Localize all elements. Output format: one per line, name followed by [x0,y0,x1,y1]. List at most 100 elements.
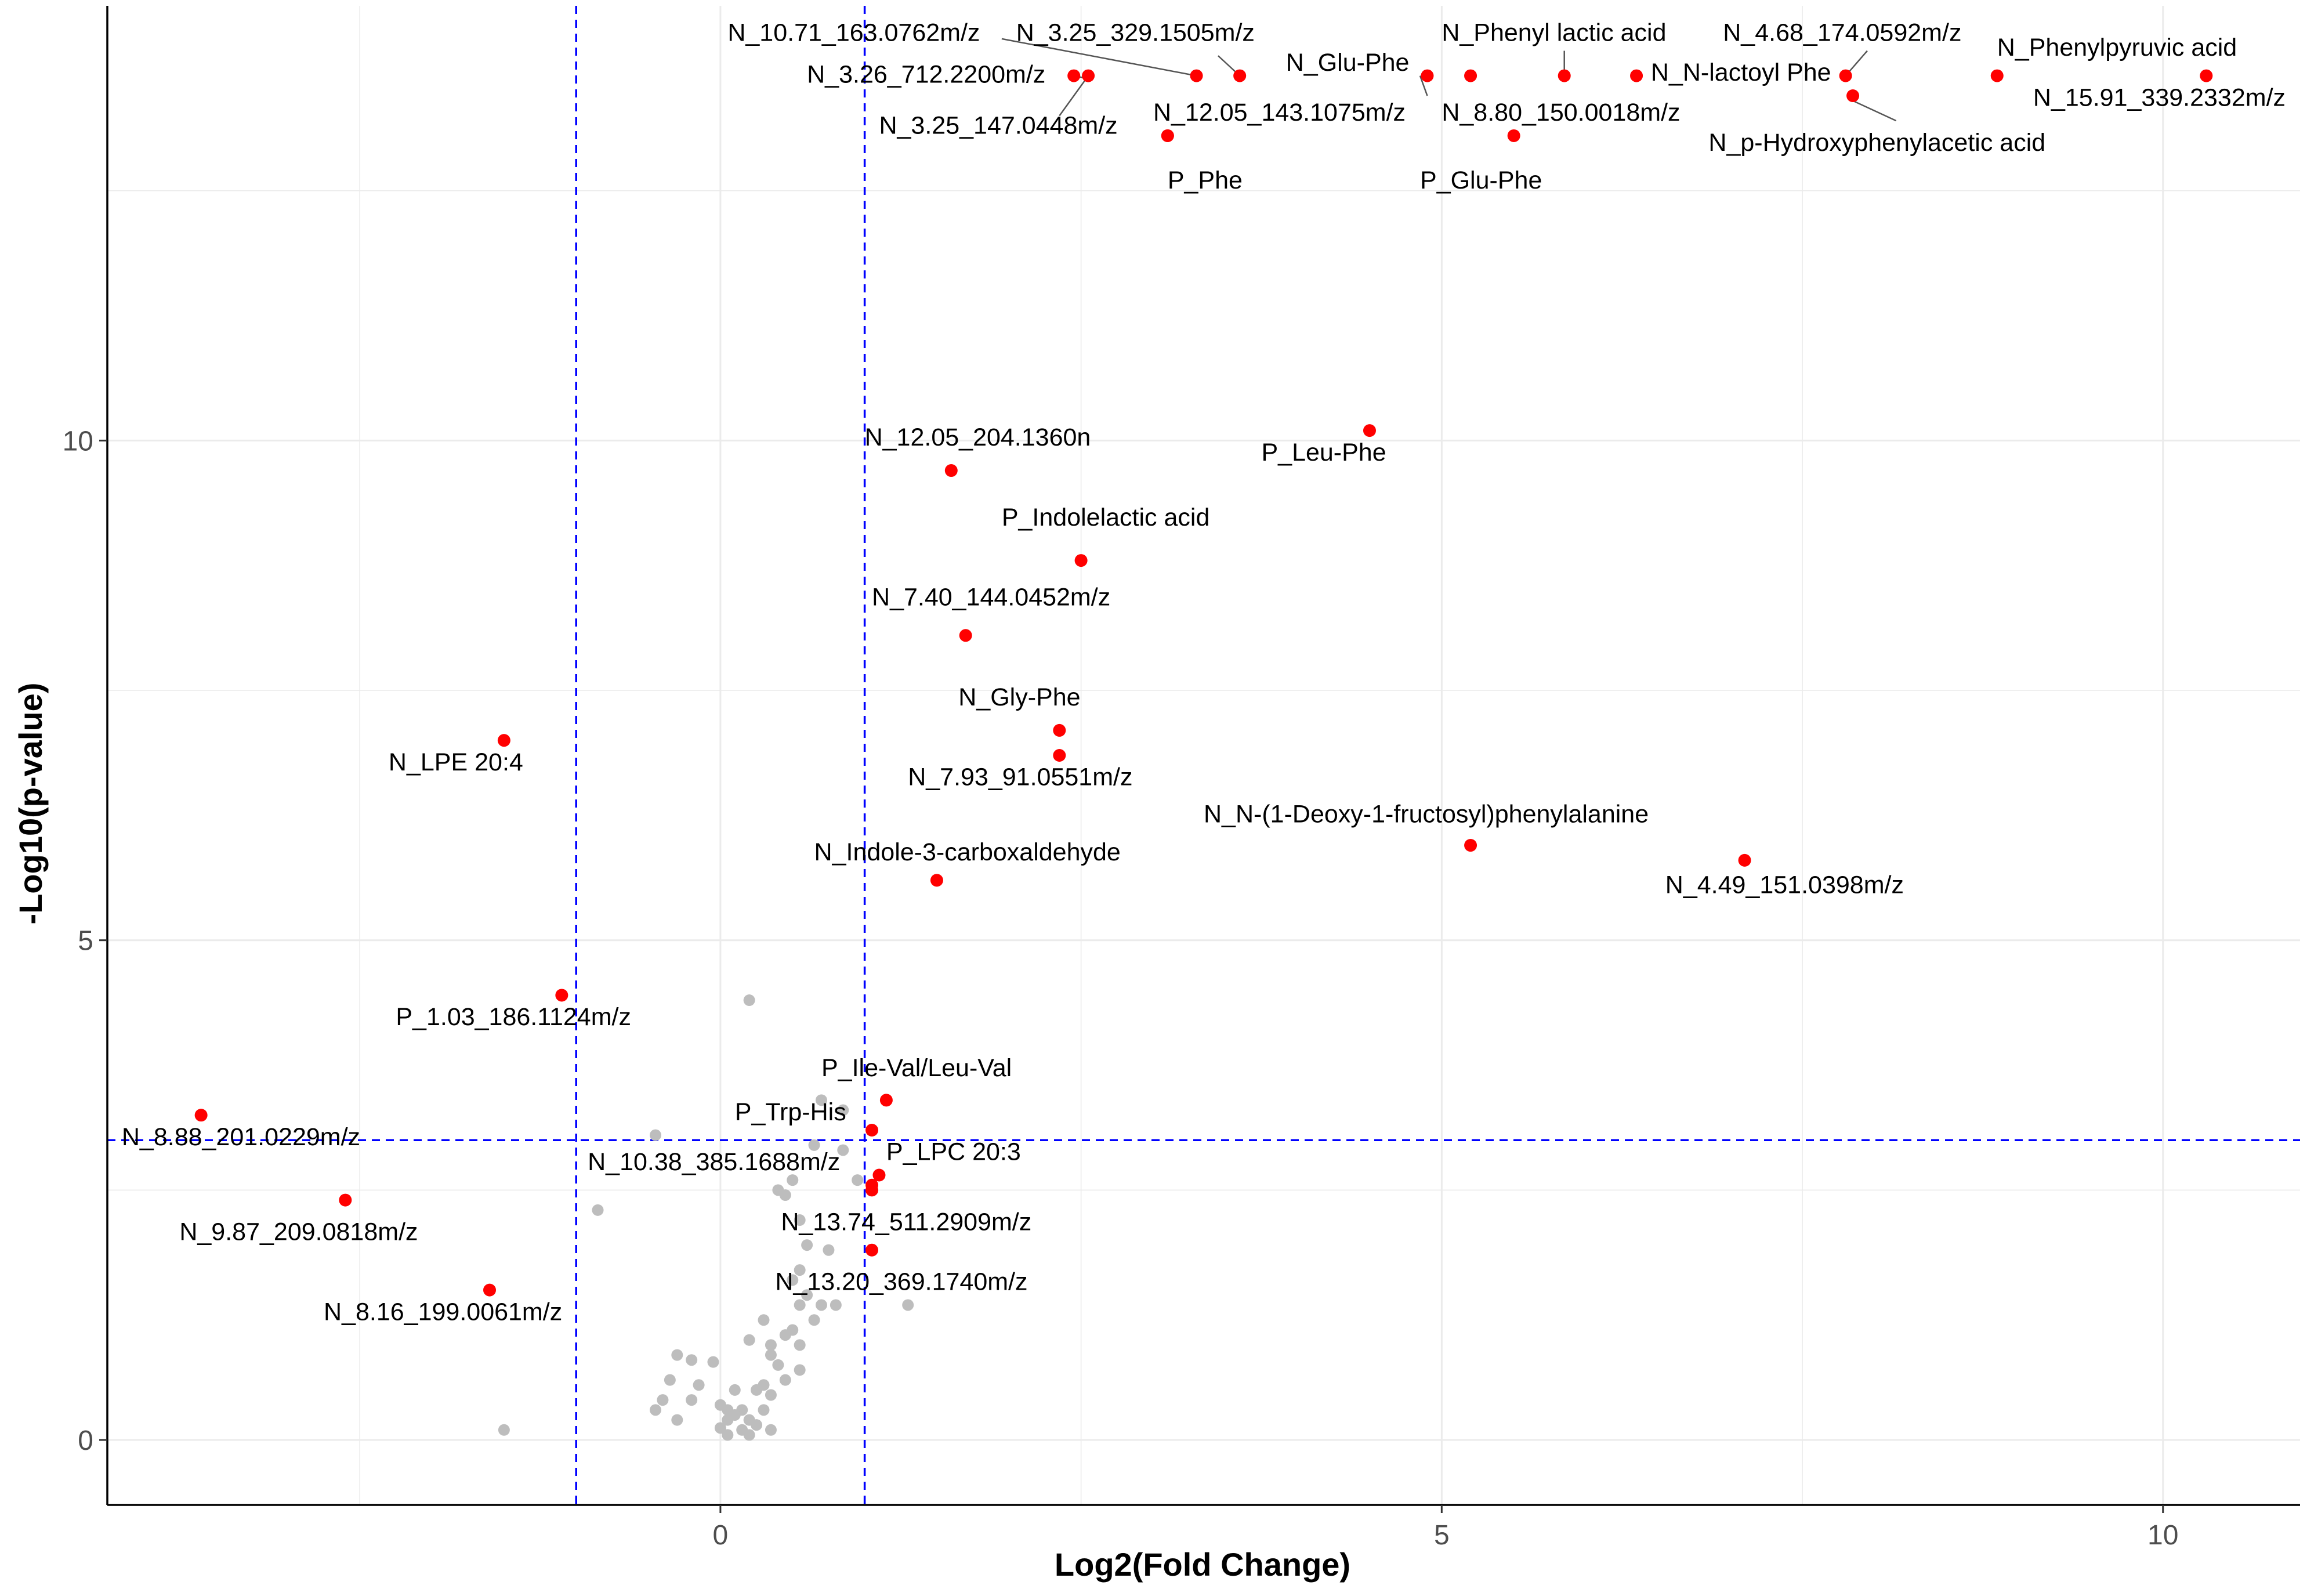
significant-point [1630,69,1643,82]
point-label: N_Phenyl lactic acid [1442,19,1666,46]
significant-point [1053,749,1066,762]
point-label: N_4.49_151.0398m/z [1665,871,1904,899]
significant-point [1363,424,1376,437]
significant-point [555,989,568,1002]
significant-point [865,1184,879,1197]
point-label: N_N-(1-Deoxy-1-fructosyl)phenylalanine [1204,800,1649,828]
significant-point [872,1168,886,1182]
significant-point [1464,69,1477,82]
nonsignificant-point [815,1299,827,1311]
significant-point [1738,853,1751,867]
nonsignificant-point [650,1404,661,1416]
point-label: P_Phe [1168,167,1243,194]
significant-point [1074,554,1088,567]
point-label: N_13.20_369.1740m/z [775,1268,1027,1296]
point-label: N_10.38_385.1688m/z [588,1148,840,1176]
significant-point [1161,129,1174,142]
point-label: N_Gly-Phe [958,683,1080,711]
nonsignificant-point [751,1384,763,1396]
nonsignificant-point [693,1379,705,1391]
nonsignificant-point [794,1364,806,1376]
significant-point [959,629,972,642]
point-label: P_1.03_186.1124m/z [396,1003,631,1031]
nonsignificant-point [794,1264,806,1276]
nonsignificant-point [772,1359,784,1371]
point-label: P_Indolelactic acid [1002,504,1210,531]
significant-point [879,1094,893,1107]
point-label: P_Leu-Phe [1261,439,1386,466]
y-tick-label: 10 [63,426,93,457]
point-label: N_12.05_204.1360n [865,424,1091,451]
point-label: N_7.40_144.0452m/z [872,584,1110,611]
point-label: N_4.68_174.0592m/z [1723,19,1961,46]
significant-point [865,1243,879,1257]
significant-point [339,1193,352,1207]
point-label: P_LPC 20:3 [886,1138,1021,1166]
significant-point [1233,69,1247,82]
point-label: N_Glu-Phe [1286,49,1410,77]
point-label: N_10.71_163.0762m/z [727,19,980,46]
point-label: P_Glu-Phe [1420,167,1542,194]
nonsignificant-point [498,1424,510,1436]
x-axis-title: Log2(Fold Change) [1055,1546,1350,1583]
nonsignificant-point [751,1419,763,1431]
point-label: P_Ile-Val/Leu-Val [821,1054,1012,1082]
nonsignificant-point [722,1414,734,1426]
leader-line [1059,75,1089,117]
point-label: N_N-lactoyl Phe [1651,59,1831,86]
nonsignificant-point [830,1299,842,1311]
nonsignificant-point [794,1339,806,1351]
x-tick-label: 5 [1434,1520,1450,1551]
significant-point [1558,69,1571,82]
point-label: N_Phenylpyruvic acid [1997,34,2237,61]
x-tick-label: 0 [713,1520,729,1551]
significant-point [194,1109,208,1122]
significant-point [865,1124,879,1137]
nonsignificant-point [650,1129,661,1141]
significant-point [1839,69,1852,82]
significant-point [2200,69,2213,82]
nonsignificant-point [714,1422,726,1434]
nonsignificant-point [743,1429,755,1441]
nonsignificant-point [801,1239,813,1251]
point-label: N_Indole-3-carboxaldehyde [814,838,1121,866]
significant-point [1421,69,1434,82]
nonsignificant-point [787,1174,799,1186]
y-axis-title: -Log10(p-value) [12,683,49,925]
nonsignificant-point [743,1334,755,1346]
significant-point [930,874,943,887]
nonsignificant-point [671,1414,683,1426]
significant-point [1990,69,2004,82]
axes [106,6,2300,1506]
nonsignificant-point [592,1204,604,1216]
nonsignificant-point [808,1139,820,1151]
nonsignificant-point [657,1394,669,1406]
point-label: N_p-Hydroxyphenylacetic acid [1708,129,2045,157]
nonsignificant-point [765,1389,777,1401]
point-label: N_3.25_147.0448m/z [879,112,1117,140]
significant-points [194,69,2213,1297]
nonsignificant-point [758,1404,770,1416]
x-tick-label: 10 [2147,1520,2178,1551]
nonsignificant-point [765,1424,777,1436]
nonsignificant-point [852,1174,864,1186]
significant-point [497,734,510,747]
nonsignificant-point [722,1429,734,1441]
point-label: N_3.26_712.2200m/z [807,61,1045,89]
point-label: N_12.05_143.1075m/z [1153,99,1406,126]
point-label: N_3.25_329.1505m/z [1016,19,1255,46]
nonsignificant-point [686,1394,698,1406]
ticks: 0 5 10 0 5 10 [63,426,2179,1551]
leader-line [1001,38,1197,77]
y-tick-label: 5 [78,926,93,957]
threshold-lines [107,6,2300,1505]
nonsignificant-point [779,1189,791,1201]
significant-point [1464,839,1477,852]
significant-point [1846,89,1860,103]
significant-point [1190,69,1203,82]
nonsignificant-points [498,994,914,1441]
nonsignificant-point [902,1299,914,1311]
nonsignificant-point [787,1274,799,1286]
point-label: N_7.93_91.0551m/z [908,763,1132,791]
significant-point [1082,69,1095,82]
